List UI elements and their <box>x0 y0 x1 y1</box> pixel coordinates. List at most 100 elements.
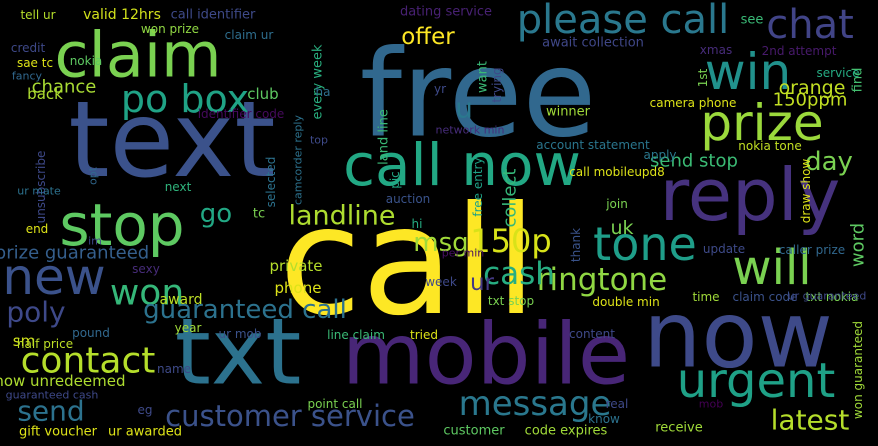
word-sm: sm <box>13 332 35 350</box>
word-won: won <box>110 273 184 314</box>
word-call-identifier: call identifier <box>171 8 256 23</box>
word-latest: latest <box>771 404 850 437</box>
word-tell-ur: tell ur <box>20 8 55 22</box>
word-content: content <box>569 327 615 341</box>
word-unsubscribe: unsubscribe <box>34 151 48 224</box>
word-camcorder-reply: camcorder reply <box>292 115 305 205</box>
word-txt-stop: txt stop <box>488 294 534 308</box>
word-u: u <box>455 92 473 125</box>
word-prize-guaranteed: prize guaranteed <box>0 243 149 264</box>
word-go: go <box>200 199 232 229</box>
word-text: text <box>68 79 275 201</box>
word-apply: apply <box>643 148 676 162</box>
word-ur-mob: ur mob <box>218 327 261 341</box>
word-cash: cash <box>483 256 555 292</box>
word-receive: receive <box>655 421 703 436</box>
word-mobile: mobile <box>342 306 630 405</box>
word-valid-12hrs: valid 12hrs <box>83 7 161 23</box>
word-1st: 1st <box>696 68 710 87</box>
word-landline: landline <box>288 201 395 232</box>
word-free-entry: free entry <box>471 157 485 216</box>
word-contact: contact <box>21 341 156 382</box>
word-next: next <box>165 180 192 194</box>
word-every-week: every week <box>311 44 326 119</box>
word-uk: uk <box>610 217 633 239</box>
word-now: now <box>643 282 833 389</box>
word-tried: tried <box>410 328 438 342</box>
word-pic: pic <box>388 171 402 189</box>
word-network-min: network min <box>436 124 505 137</box>
word-camera-phone: camera phone <box>650 96 737 110</box>
word-fancy: fancy <box>12 70 43 83</box>
word-2nd-attempt: 2nd attempt <box>762 44 837 58</box>
word-poly: poly <box>6 296 65 329</box>
word-top: top <box>310 134 328 147</box>
word-offer: offer <box>401 24 455 50</box>
word-urgent: urgent <box>677 353 836 409</box>
word-club: club <box>247 85 278 103</box>
word-customer: customer <box>443 424 505 439</box>
word-phone: phone <box>275 279 322 297</box>
word-orange: orange <box>779 77 846 99</box>
word-eg: eg <box>138 403 153 417</box>
word-ha: ha <box>316 85 331 99</box>
word-new: new <box>2 248 105 306</box>
word-day: day <box>805 147 853 177</box>
word-year: year <box>175 321 202 335</box>
word-ringtone: ringtone <box>537 262 668 298</box>
word-auction: auction <box>386 192 431 206</box>
word-150ppm: 150ppm <box>773 90 848 111</box>
word-claim-code: claim code <box>732 290 797 304</box>
word-credit: credit <box>11 41 46 55</box>
word-show-unredeemed: show unredeemed <box>0 372 125 390</box>
word-see: see <box>741 13 764 28</box>
word-draw-show: draw show <box>799 159 813 224</box>
word-tone: tone <box>593 217 697 271</box>
word-customer-service: customer service <box>165 399 415 433</box>
word-call: call <box>279 175 537 349</box>
word-hi: hi <box>412 217 423 231</box>
word-identifier-code: identifier code <box>198 107 285 121</box>
word-stop: stop <box>59 191 184 259</box>
word-sexy: sexy <box>132 262 160 276</box>
word-guaranteed-call: guaranteed call <box>143 295 347 325</box>
word-tc: tc <box>253 207 265 222</box>
word-collect: collect <box>500 169 521 228</box>
word-chat: chat <box>766 2 854 48</box>
word-winner: winner <box>546 105 591 120</box>
word-opt: opt <box>87 166 100 185</box>
word-free: free <box>360 26 597 165</box>
word-sae-tc: sae tc <box>17 56 53 70</box>
word-word: word <box>848 223 869 267</box>
word-account-statement: account statement <box>536 138 650 152</box>
word-150p: 150p <box>470 222 551 260</box>
word-mob: mob <box>699 398 723 411</box>
word-prize: prize <box>700 94 823 152</box>
word-win: win <box>705 43 791 101</box>
word-gift-voucher: gift voucher <box>19 425 98 440</box>
word-nokia-tone: nokia tone <box>738 139 801 153</box>
word-time: time <box>692 290 719 304</box>
word-ur-awarded: ur awarded <box>108 425 182 440</box>
word-guaranteed-cash: guaranteed cash <box>6 389 99 402</box>
word-service: service <box>817 66 860 80</box>
word-thank: thank <box>569 228 583 262</box>
word-won-prize: won prize <box>141 22 199 36</box>
word-find: find <box>851 68 866 93</box>
word-per-min: per min <box>442 247 485 260</box>
word-update: update <box>703 242 745 256</box>
word-double-min: double min <box>592 295 659 309</box>
word-await-collection: await collection <box>542 36 644 51</box>
word-week: week <box>425 275 457 289</box>
word-know: know <box>588 412 620 426</box>
word-nokia: nokia <box>70 54 103 68</box>
word-back: back <box>27 85 63 103</box>
word-msg: msg <box>413 228 468 258</box>
word-call-mobileupd8: call mobileupd8 <box>569 165 665 179</box>
word-yr: yr <box>434 82 446 96</box>
word-won-guaranteed: won guaranteed <box>851 321 865 419</box>
word-ur-mate: ur mate <box>17 185 61 198</box>
word-join: join <box>605 197 628 211</box>
word-ur: ur <box>470 270 495 296</box>
